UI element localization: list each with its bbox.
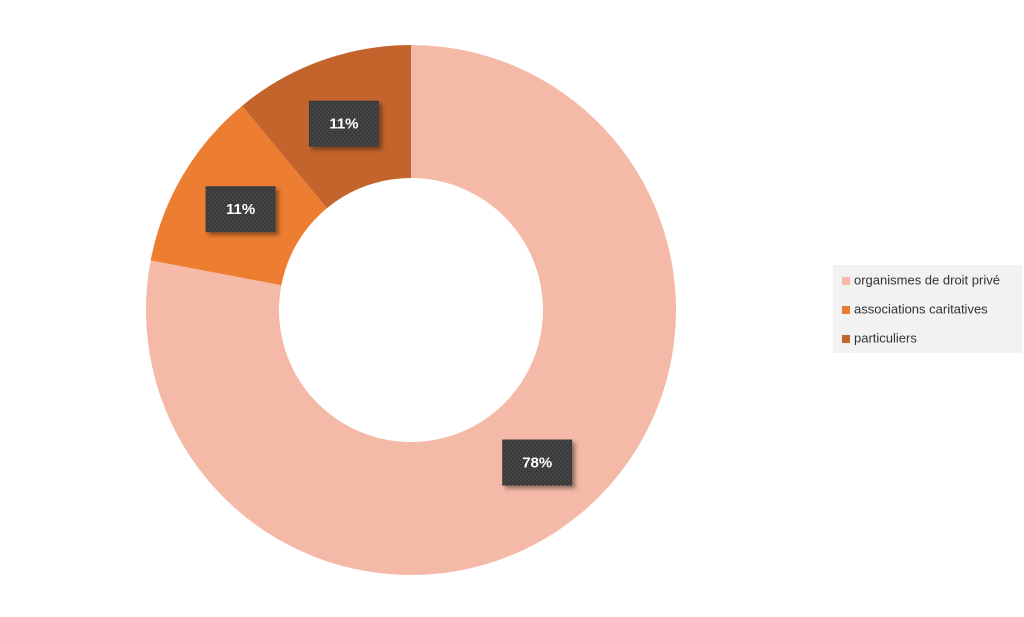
legend-swatch xyxy=(842,335,850,343)
legend-label: organismes de droit privé xyxy=(854,272,1000,287)
legend-swatch xyxy=(842,277,850,285)
legend-label: associations caritatives xyxy=(854,301,988,316)
legend-label: particuliers xyxy=(854,330,917,345)
legend-box xyxy=(833,265,1022,353)
data-label: 11% xyxy=(329,116,358,133)
legend-swatch xyxy=(842,306,850,314)
data-label: 78% xyxy=(522,455,552,472)
data-label-box xyxy=(205,186,276,233)
data-label-box xyxy=(308,100,379,147)
data-label-box xyxy=(502,439,573,486)
data-label: 11% xyxy=(226,201,255,218)
